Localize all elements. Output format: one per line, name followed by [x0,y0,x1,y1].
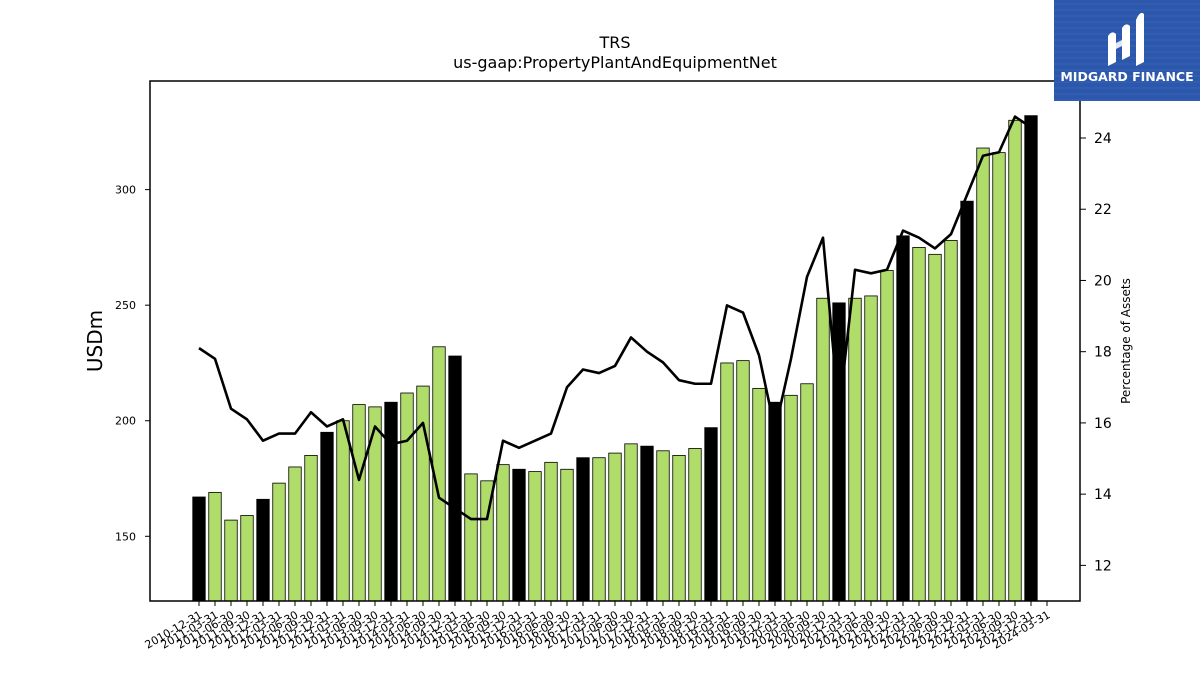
y-tick-label: 150 [115,530,136,543]
line-path [198,115,1032,521]
chart-title: TRS [598,33,630,52]
bar [384,401,398,602]
bar [416,385,430,602]
bar [464,473,478,602]
x-axis-ticks: 2010-12-312011-03-312011-06-302011-09-30… [143,601,1053,652]
bar [544,461,558,602]
bar [256,498,270,602]
chart-subtitle: us-gaap:PropertyPlantAndEquipmentNet [453,53,777,72]
bar [560,468,574,602]
bar [448,355,462,602]
y2-tick-label: 16 [1094,416,1112,432]
bar [224,519,238,602]
y2-tick-label: 12 [1094,558,1112,574]
bar [768,401,782,602]
bar [208,491,222,602]
y-tick-label: 250 [115,299,136,312]
bar [288,466,302,602]
bar [880,270,894,602]
bar [576,457,590,602]
line-series [198,115,1032,521]
bar [992,152,1006,602]
y-tick-label: 300 [115,184,136,197]
bar [1008,119,1022,602]
bar [896,235,910,602]
bar [368,406,382,602]
bar [304,454,318,602]
y-axis-left-label: USDm [83,310,107,372]
bar [400,392,414,602]
y2-tick-label: 14 [1094,487,1112,503]
bar [336,420,350,602]
bar [528,471,542,602]
bar [960,200,974,602]
bar [240,515,254,602]
y-axis-right-label: Percentage of Assets [1119,278,1133,404]
bar [928,253,942,602]
bar [944,240,958,602]
y-tick-label: 200 [115,415,136,428]
bar [816,297,830,602]
y-axis-right-ticks: 12 14 16 18 20 22 24 [1080,131,1112,574]
bar [624,443,638,602]
bar [976,147,990,602]
bar [608,452,622,602]
bar [512,468,526,602]
bar [688,448,702,602]
y2-tick-label: 24 [1094,131,1112,147]
bar [800,383,814,602]
bar [352,404,366,602]
bar [272,482,286,602]
y-axis-left-ticks: 150 200 250 300 [115,184,150,543]
bar-series [192,115,1038,602]
bar [912,246,926,602]
bar [736,360,750,602]
bar [784,394,798,602]
bar [640,445,654,602]
logo-mark-icon: MIDGARD FINANCE [1060,12,1194,84]
bar [592,457,606,602]
bar [832,302,846,602]
bar [1024,115,1038,602]
bar [752,387,766,602]
logo-text: MIDGARD FINANCE [1060,69,1193,84]
midgard-finance-logo: MIDGARD FINANCE [1054,0,1200,101]
y2-tick-label: 20 [1094,273,1112,289]
bar [192,496,206,602]
bar [656,450,670,602]
bar [496,464,510,602]
bar [704,427,718,602]
bar [672,454,686,602]
bar [864,295,878,602]
bar [848,297,862,602]
bar [720,362,734,602]
bar [320,431,334,602]
y2-tick-label: 22 [1094,202,1112,218]
y2-tick-label: 18 [1094,345,1112,361]
